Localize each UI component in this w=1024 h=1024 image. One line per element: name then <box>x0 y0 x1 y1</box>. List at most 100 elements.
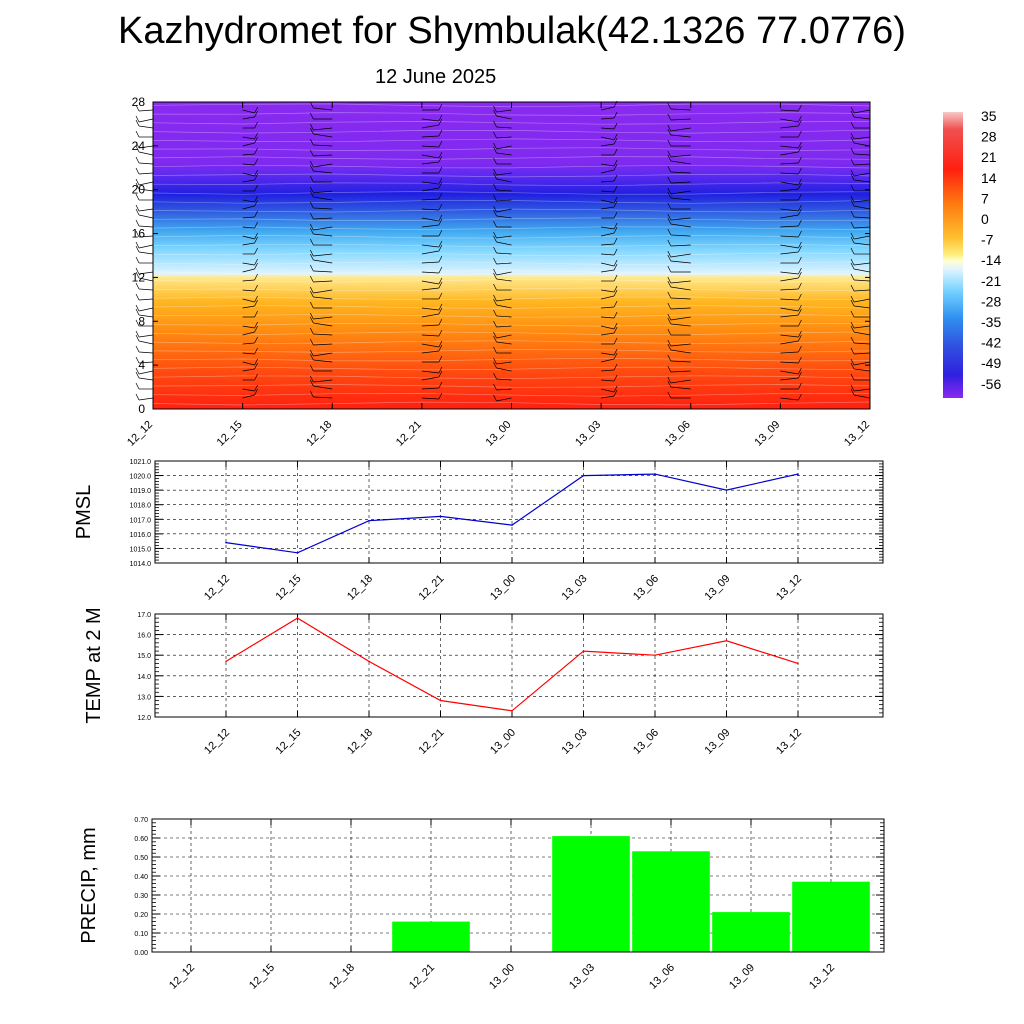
y-tick-label: 1014.0 <box>130 561 152 568</box>
barb-flag <box>493 394 497 402</box>
barb-flag <box>135 219 140 227</box>
wind-barb <box>421 229 443 237</box>
wind-barb <box>667 165 691 174</box>
barb-staff <box>421 376 439 381</box>
barb-flag <box>309 112 314 120</box>
barb-flag <box>667 102 672 110</box>
barb-flag <box>493 268 497 276</box>
wind-barb <box>135 119 154 129</box>
wind-barb <box>780 382 802 390</box>
wind-barb <box>667 313 691 321</box>
barb-flag <box>135 356 140 364</box>
wind-barb <box>667 128 691 138</box>
colorbar-bar <box>943 112 963 398</box>
barb-flag <box>438 166 443 174</box>
y-tick-label: 1019.0 <box>130 488 152 495</box>
barb-flag <box>850 362 855 370</box>
barb-flag <box>493 168 497 176</box>
barb-flag <box>850 169 855 177</box>
barb-flag <box>135 256 140 264</box>
barb-flag <box>798 208 802 216</box>
wind-barb <box>493 142 512 150</box>
barb-staff <box>313 226 333 231</box>
barb-flag <box>667 250 672 258</box>
wind-barb <box>780 208 802 219</box>
wind-barb <box>309 186 333 194</box>
barb-flag <box>438 244 443 252</box>
barb-flag <box>667 391 672 399</box>
barb-staff <box>242 136 255 140</box>
wind-barb <box>601 348 618 356</box>
contour-line <box>152 226 871 230</box>
barb-staff <box>138 370 154 375</box>
wind-barb <box>135 367 154 375</box>
barb-flag <box>254 169 258 177</box>
wind-barb <box>135 104 154 112</box>
barb-staff <box>780 172 799 175</box>
precip-bar <box>552 836 630 952</box>
data-point <box>439 515 442 518</box>
contour-line <box>152 217 871 222</box>
barb-flag <box>850 136 855 144</box>
barb-staff <box>138 235 154 238</box>
wind-barb <box>601 326 618 336</box>
barb-staff <box>138 351 154 354</box>
wind-barb <box>493 157 512 165</box>
wind-barb <box>667 139 691 147</box>
wind-barb <box>850 321 871 329</box>
wind-barb <box>242 388 258 399</box>
contour-lines <box>152 103 871 406</box>
wind-barb <box>135 271 154 282</box>
x-tick-label: 12_21 <box>394 419 424 449</box>
barb-staff <box>242 205 255 210</box>
barb-flag <box>254 262 258 270</box>
barb-staff <box>138 125 154 129</box>
colorbar-label: -42 <box>981 335 1001 351</box>
wind-barb <box>242 384 258 392</box>
barb-flag <box>438 103 443 111</box>
barb-staff <box>601 127 615 130</box>
barb-flag <box>135 293 140 301</box>
barb-staff <box>138 314 154 318</box>
wind-barb <box>421 355 443 363</box>
barb-staff <box>138 109 154 112</box>
wind-barb <box>242 321 258 329</box>
y-tick-label: 17.0 <box>137 612 151 619</box>
wind-barb <box>493 231 512 239</box>
barb-flag <box>667 176 672 184</box>
heatmap-field <box>153 102 870 409</box>
wind-barb <box>421 214 443 222</box>
contour-line <box>152 401 871 406</box>
barb-staff <box>780 145 799 149</box>
barb-staff <box>780 288 799 291</box>
barb-flag <box>254 199 258 207</box>
wind-barb <box>242 169 258 177</box>
barb-staff <box>138 377 154 381</box>
wind-barb <box>850 169 871 177</box>
barb-flag <box>667 150 672 158</box>
barb-staff <box>313 253 333 257</box>
wind-barb <box>780 115 802 123</box>
barb-flag <box>438 192 443 200</box>
barb-staff <box>780 118 799 123</box>
wind-barb <box>780 304 802 312</box>
barb-flag <box>438 255 443 263</box>
wind-barb <box>421 181 443 192</box>
wind-barb <box>850 236 871 246</box>
barb-staff <box>496 262 512 265</box>
barb-staff <box>242 142 255 147</box>
barb-staff <box>853 361 871 366</box>
barb-flag <box>613 133 618 141</box>
barb-flag <box>438 203 443 211</box>
barb-staff <box>313 316 333 320</box>
barb-flag <box>613 285 618 293</box>
barb-flag <box>254 310 258 318</box>
wind-barb <box>667 124 691 132</box>
barb-flag <box>613 196 618 204</box>
x-tick-label: 12_12 <box>125 419 155 449</box>
barb-staff <box>138 277 154 282</box>
barb-staff <box>421 118 439 122</box>
barb-flag <box>309 212 314 220</box>
barb-staff <box>601 369 615 372</box>
wind-barb <box>780 330 802 338</box>
